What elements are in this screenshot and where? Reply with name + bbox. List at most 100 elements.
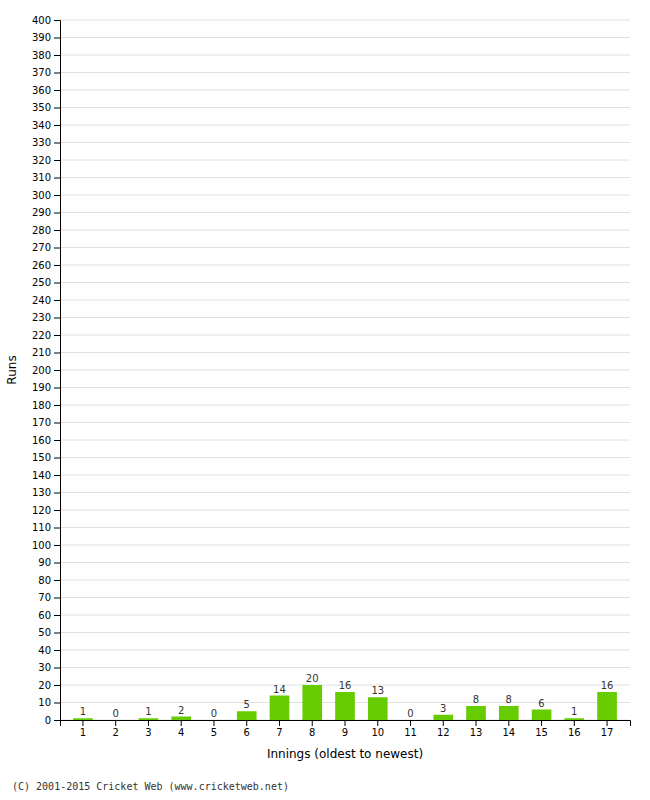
x-tick: 14 <box>502 720 515 738</box>
grid-line <box>60 615 630 616</box>
x-tick: 15 <box>535 720 548 738</box>
tick-mark <box>54 388 60 389</box>
bar <box>532 710 552 721</box>
tick-mark <box>476 720 477 726</box>
tick-mark <box>54 55 60 56</box>
tick-label: 380 <box>32 50 51 61</box>
grid-line <box>60 317 630 318</box>
y-tick: 140 <box>32 470 60 481</box>
data-label: 5 <box>244 699 250 710</box>
grid-line <box>60 300 630 301</box>
tick-label: 120 <box>32 505 51 516</box>
grid-line <box>60 457 630 458</box>
x-tick: 6 <box>244 720 250 738</box>
tick-mark <box>54 528 60 529</box>
tick-mark <box>54 195 60 196</box>
grid-line <box>60 545 630 546</box>
y-tick: 0 <box>45 715 60 726</box>
grid-line <box>60 212 630 213</box>
tick-mark <box>54 265 60 266</box>
grid <box>60 20 630 720</box>
data-label: 8 <box>506 694 512 705</box>
y-tick: 350 <box>32 102 60 113</box>
y-tick: 200 <box>32 365 60 376</box>
tick-mark <box>54 248 60 249</box>
y-tick: 30 <box>38 662 60 673</box>
y-tick: 210 <box>32 347 60 358</box>
grid-line <box>60 527 630 528</box>
y-tick: 130 <box>32 487 60 498</box>
x-tick: 1 <box>80 720 86 738</box>
tick-mark <box>54 405 60 406</box>
grid-line <box>60 667 630 668</box>
tick-label: 7 <box>276 727 282 738</box>
tick-mark <box>54 300 60 301</box>
y-tick: 310 <box>32 172 60 183</box>
y-tick: 300 <box>32 190 60 201</box>
data-label: 0 <box>211 708 217 719</box>
x-tick: 16 <box>568 720 581 738</box>
tick-label: 0 <box>45 715 51 726</box>
y-tick: 190 <box>32 382 60 393</box>
x-tick: 17 <box>601 720 614 738</box>
tick-label: 20 <box>38 680 51 691</box>
tick-label: 11 <box>404 727 417 738</box>
tick-mark <box>345 720 346 726</box>
data-label: 16 <box>601 680 614 691</box>
tick-label: 290 <box>32 207 51 218</box>
tick-label: 280 <box>32 225 51 236</box>
data-label: 2 <box>178 705 184 716</box>
data-label: 1 <box>80 706 86 717</box>
y-tick: 20 <box>38 680 60 691</box>
tick-label: 360 <box>32 85 51 96</box>
y-tick: 290 <box>32 207 60 218</box>
tick-label: 12 <box>437 727 450 738</box>
tick-mark <box>54 143 60 144</box>
x-tick: 4 <box>178 720 184 738</box>
bar <box>401 720 421 721</box>
tick-mark <box>410 720 411 726</box>
y-tick: 230 <box>32 312 60 323</box>
y-tick: 70 <box>38 592 60 603</box>
bar <box>171 717 191 721</box>
grid-line <box>60 247 630 248</box>
bar <box>433 715 453 720</box>
tick-label: 110 <box>32 522 51 533</box>
tick-mark <box>54 318 60 319</box>
data-label: 14 <box>273 684 286 695</box>
grid-line <box>60 422 630 423</box>
tick-mark <box>54 580 60 581</box>
grid-line <box>60 597 630 598</box>
tick-label: 270 <box>32 242 51 253</box>
tick-label: 190 <box>32 382 51 393</box>
tick-label: 10 <box>38 697 51 708</box>
tick-mark <box>54 545 60 546</box>
x-tick: 10 <box>371 720 384 738</box>
tick-label: 370 <box>32 67 51 78</box>
tick-label: 250 <box>32 277 51 288</box>
tick-mark <box>213 720 214 726</box>
y-tick: 40 <box>38 645 60 656</box>
y-tick: 390 <box>32 32 60 43</box>
bar <box>139 718 159 720</box>
data-label: 1 <box>145 706 151 717</box>
tick-mark <box>54 230 60 231</box>
grid-line <box>60 370 630 371</box>
x-tick: 2 <box>113 720 119 738</box>
tick-mark <box>54 720 60 721</box>
grid-line <box>60 195 630 196</box>
tick-label: 60 <box>38 610 51 621</box>
bar <box>237 711 257 720</box>
tick-mark <box>54 108 60 109</box>
y-tick: 360 <box>32 85 60 96</box>
tick-label: 310 <box>32 172 51 183</box>
bar <box>597 692 617 720</box>
x-tick: 8 <box>309 720 315 738</box>
tick-label: 330 <box>32 137 51 148</box>
grid-line <box>60 562 630 563</box>
bar <box>368 697 388 720</box>
grid-line <box>60 72 630 73</box>
bar <box>335 692 355 720</box>
y-tick: 220 <box>32 330 60 341</box>
tick-label: 10 <box>371 727 384 738</box>
